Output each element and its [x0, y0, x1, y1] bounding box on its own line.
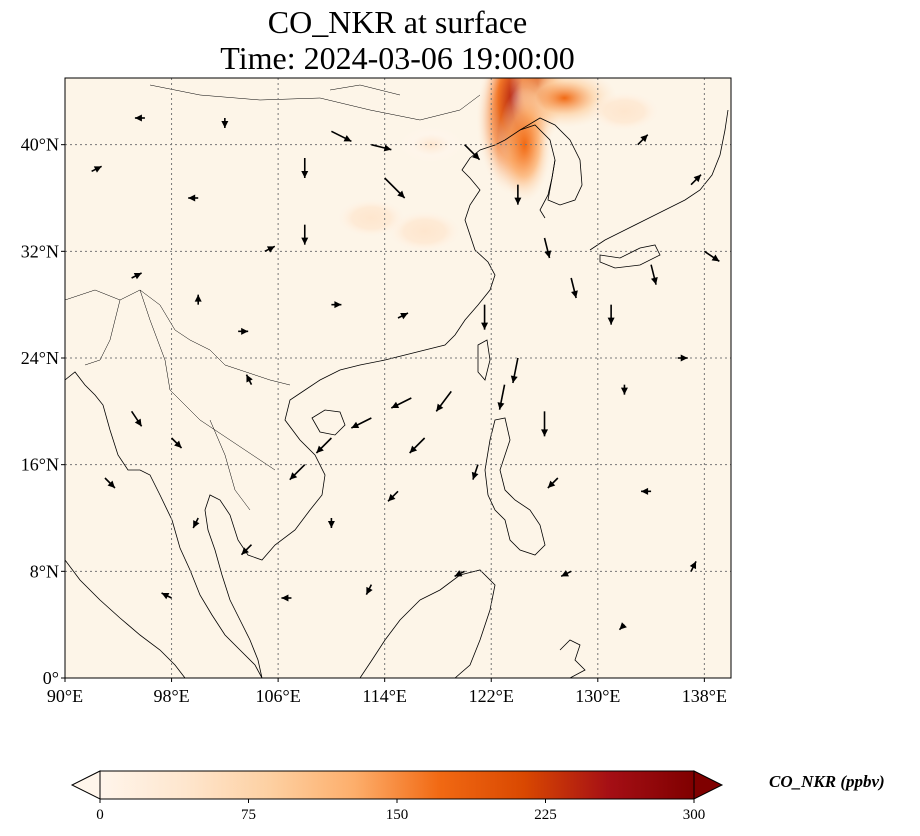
co-concentration-field [336, 78, 661, 253]
lon-tick-label: 98°E [153, 686, 189, 706]
lat-tick-label: 24°N [21, 348, 59, 368]
wind-arrow [510, 357, 519, 384]
japan-coastline [589, 109, 729, 269]
wind-arrow [641, 487, 652, 495]
colorbar-tick-label: 300 [683, 807, 706, 823]
colorbar-label: CO_NKR (ppbv) [769, 772, 885, 791]
wind-arrow [188, 194, 199, 202]
wind-arrow [315, 437, 332, 454]
wind-arrow [331, 130, 352, 143]
lat-tick-label: 16°N [21, 455, 59, 475]
wind-arrow [541, 411, 549, 437]
colorbar-max-extend [693, 770, 724, 800]
wind-arrow [607, 304, 615, 325]
wind-arrow [390, 397, 412, 409]
wind-arrow [471, 464, 479, 480]
map-frame [64, 77, 732, 679]
lon-tick-label: 106°E [256, 686, 301, 706]
lon-tick-label: 130°E [575, 686, 620, 706]
colorbar: 0 75 150 225 300 CO_NKR (ppbv) [70, 770, 885, 823]
lat-tick-label: 0° [43, 668, 59, 688]
wind-arrow [221, 118, 229, 128]
country-borders [65, 84, 481, 511]
wind-arrow [301, 158, 309, 178]
colorbar-gradient [99, 770, 695, 800]
wind-arrow [454, 570, 465, 578]
colorbar-tick-label: 225 [534, 807, 557, 823]
wind-arrow [481, 304, 489, 330]
wind-arrow [637, 134, 649, 146]
hainan-coastline [311, 409, 346, 436]
lon-tick-label: 114°E [362, 686, 407, 706]
wind-arrow [618, 622, 627, 631]
wind-arrow [289, 464, 306, 481]
sulawesi-coastline [559, 639, 586, 678]
co-plume [497, 87, 552, 203]
wind-arrow [91, 165, 102, 173]
lat-tick-label: 8°N [30, 561, 59, 581]
map-background [65, 78, 731, 678]
wind-arrow [170, 437, 183, 449]
wind-vectors [91, 114, 720, 631]
wind-arrow [543, 237, 552, 259]
wind-arrow [365, 584, 373, 596]
axes: 90°E 98°E 106°E 114°E 122°E 130°E 138°E 0° 8°N 16… [21, 135, 727, 706]
korea-coastline [519, 117, 583, 206]
lon-tick-label: 122°E [469, 686, 514, 706]
wind-arrow [690, 174, 702, 186]
wind-arrow [240, 544, 253, 556]
wind-arrow [384, 177, 406, 199]
wind-arrow [677, 354, 688, 362]
colorbar-tick-label: 0 [96, 807, 104, 823]
lon-tick-label: 138°E [682, 686, 727, 706]
wind-arrow [331, 301, 342, 309]
lon-tick-label: 90°E [47, 686, 83, 706]
wind-arrow [194, 294, 202, 305]
wind-arrow [703, 250, 720, 262]
wind-arrow [245, 374, 253, 386]
lat-tick-label: 40°N [21, 135, 59, 155]
wind-arrow [192, 517, 200, 529]
wind-arrow [497, 384, 506, 410]
wind-arrow [464, 144, 481, 161]
taiwan-coastline [477, 339, 491, 381]
wind-arrow [409, 437, 426, 454]
wind-arrow [264, 245, 276, 253]
lat-tick-label: 32°N [21, 241, 59, 261]
wind-arrow [161, 592, 172, 600]
map-title: CO_NKR at surface [267, 4, 528, 40]
colorbar-tick-label: 75 [241, 807, 256, 823]
wind-arrow [387, 490, 399, 502]
wind-arrow [131, 272, 142, 280]
wind-arrow [351, 417, 372, 429]
wind-arrow [620, 384, 628, 395]
wind-arrow [650, 264, 658, 285]
wind-arrow [435, 390, 452, 412]
wind-arrow [547, 477, 559, 489]
wind-arrow [397, 312, 409, 320]
wind-arrow [570, 277, 578, 299]
colorbar-min-extend [70, 770, 101, 800]
wind-arrow [327, 518, 335, 528]
wind-arrow [104, 477, 116, 489]
wind-arrow [130, 410, 143, 427]
wind-arrow [560, 570, 572, 578]
wind-arrow [281, 594, 292, 602]
wind-arrow [514, 184, 522, 205]
wind-arrow [371, 143, 392, 152]
colorbar-tick-label: 150 [386, 807, 409, 823]
map-time-subtitle: Time: 2024-03-06 19:00:00 [220, 40, 575, 76]
wind-arrow [301, 224, 309, 245]
wind-arrow [238, 327, 249, 335]
wind-arrow [689, 560, 697, 572]
wind-arrow [134, 114, 145, 122]
graticule [65, 78, 731, 678]
co-plume [336, 198, 407, 238]
sumatra-coastline [65, 559, 186, 678]
co-plume [588, 91, 661, 132]
